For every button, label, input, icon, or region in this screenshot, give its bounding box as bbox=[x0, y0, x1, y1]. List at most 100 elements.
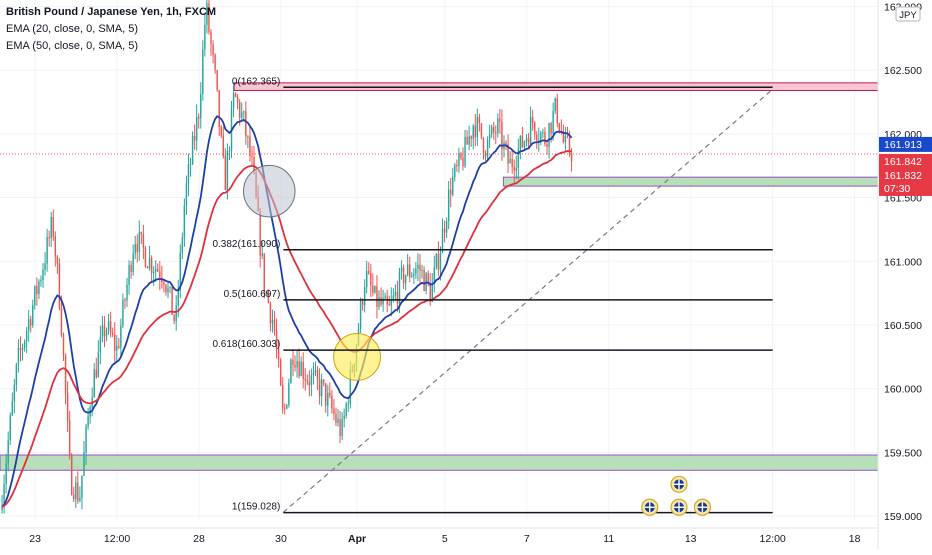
candle bbox=[390, 287, 393, 317]
candle-body bbox=[126, 284, 128, 301]
event-marker-icon bbox=[670, 475, 688, 493]
candle bbox=[1, 494, 3, 514]
candle-body bbox=[50, 217, 52, 238]
candle-body bbox=[243, 111, 245, 113]
candle bbox=[116, 335, 118, 363]
candle bbox=[124, 297, 126, 309]
candle bbox=[11, 392, 14, 417]
candle bbox=[212, 40, 214, 64]
candle bbox=[454, 162, 456, 182]
candle bbox=[169, 285, 171, 294]
candle-body bbox=[396, 291, 399, 304]
candle bbox=[48, 230, 50, 247]
candle-body bbox=[275, 330, 278, 349]
candle bbox=[118, 337, 120, 350]
price-tick-label: 159.000 bbox=[884, 511, 922, 523]
candle-body bbox=[251, 156, 253, 158]
candle-body bbox=[478, 117, 481, 123]
candle bbox=[300, 356, 302, 377]
candle-body bbox=[261, 253, 263, 256]
candle-body bbox=[114, 334, 116, 351]
candle-body bbox=[70, 456, 73, 495]
candle-body bbox=[406, 264, 409, 276]
candle-body bbox=[107, 321, 110, 331]
candle-body bbox=[296, 361, 298, 368]
candle bbox=[292, 349, 294, 377]
candle bbox=[140, 231, 143, 244]
candle-body bbox=[294, 364, 296, 368]
candle bbox=[546, 141, 548, 155]
candle-body bbox=[484, 152, 487, 157]
candle bbox=[173, 313, 175, 325]
candle bbox=[304, 367, 306, 391]
candle bbox=[93, 363, 95, 398]
candle-body bbox=[144, 247, 147, 267]
candle bbox=[154, 260, 157, 282]
candle bbox=[359, 297, 362, 333]
candle-body bbox=[462, 157, 464, 167]
candle bbox=[77, 471, 79, 504]
candle bbox=[183, 198, 186, 247]
candle bbox=[452, 167, 454, 197]
candle bbox=[136, 234, 138, 263]
candle bbox=[449, 177, 452, 208]
candle-body bbox=[105, 330, 108, 337]
candle-body bbox=[480, 122, 483, 138]
candle bbox=[394, 284, 397, 302]
candle bbox=[517, 138, 520, 180]
candle-body bbox=[48, 237, 50, 239]
candle bbox=[329, 382, 331, 399]
legend-ema20[interactable]: EMA (20, close, 0, SMA, 5) bbox=[6, 23, 139, 35]
candle bbox=[384, 292, 386, 299]
candle bbox=[486, 136, 489, 160]
candle bbox=[138, 220, 141, 261]
candle bbox=[347, 399, 349, 412]
candle bbox=[499, 109, 501, 134]
candle bbox=[167, 280, 169, 299]
candle-body bbox=[136, 244, 138, 253]
candle-body bbox=[382, 298, 384, 305]
candle bbox=[419, 254, 421, 284]
candle-body bbox=[493, 126, 495, 133]
candle-body bbox=[380, 297, 382, 305]
candle-body bbox=[54, 236, 57, 257]
candle bbox=[5, 453, 7, 494]
candle-body bbox=[509, 158, 511, 164]
candle bbox=[181, 232, 184, 260]
currency-badge: JPY bbox=[895, 6, 921, 22]
candle bbox=[249, 125, 251, 162]
candle-body bbox=[177, 290, 179, 306]
candle bbox=[81, 475, 83, 510]
candle bbox=[58, 258, 61, 311]
candle-body bbox=[58, 263, 61, 309]
price-badge-blue bbox=[879, 136, 932, 152]
candle-body bbox=[460, 153, 462, 158]
candle bbox=[111, 327, 114, 338]
candle bbox=[437, 241, 440, 276]
candle-body bbox=[179, 252, 181, 291]
price-tick-label: 161.000 bbox=[884, 256, 922, 268]
candle bbox=[302, 352, 304, 389]
legend-ema50[interactable]: EMA (50, close, 0, SMA, 5) bbox=[6, 40, 139, 52]
candle-body bbox=[7, 440, 9, 464]
candle bbox=[261, 241, 263, 260]
candle-body bbox=[527, 138, 530, 144]
candle-body bbox=[132, 253, 134, 273]
candle-body bbox=[368, 270, 370, 274]
time-tick-label: 18 bbox=[849, 533, 861, 545]
legend-title[interactable]: British Pound / Japanese Yen, 1h, FXCM bbox=[6, 6, 217, 18]
candle-body bbox=[167, 287, 169, 293]
candle bbox=[402, 264, 405, 289]
candle bbox=[234, 92, 237, 98]
candle bbox=[271, 309, 274, 333]
candle bbox=[87, 408, 89, 430]
candle-body bbox=[142, 234, 145, 248]
candle bbox=[200, 82, 202, 129]
candle-body bbox=[206, 3, 208, 25]
candle-body bbox=[333, 408, 335, 414]
candle-body bbox=[411, 275, 413, 278]
candle-body bbox=[531, 117, 534, 123]
candle bbox=[134, 235, 136, 260]
